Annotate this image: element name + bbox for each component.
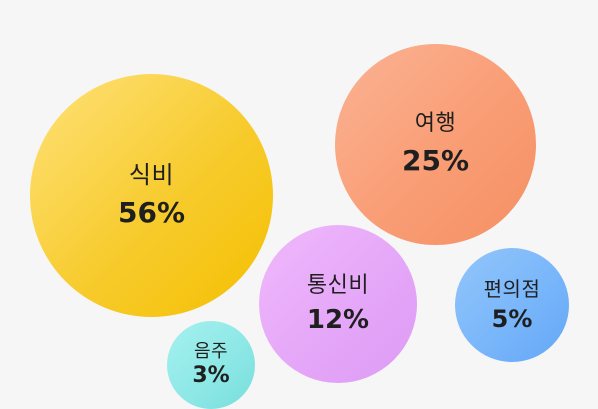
bubble-travel-label: 여행 — [414, 111, 457, 136]
bubble-convenience-percent: 5% — [491, 304, 533, 333]
bubble-drinking-percent: 3% — [192, 363, 230, 389]
bubble-food-percent: 56% — [117, 196, 186, 230]
bubble-travel: 여행 25% — [335, 44, 536, 245]
bubble-drinking-label: 음주 — [193, 340, 229, 362]
bubble-food-label: 식비 — [128, 160, 175, 189]
bubble-food: 식비 56% — [30, 74, 273, 317]
bubble-telecom-label: 통신비 — [306, 272, 370, 298]
bubble-telecom-percent: 12% — [306, 304, 370, 335]
bubble-drinking: 음주 3% — [167, 321, 255, 409]
bubble-convenience: 편의점 5% — [455, 248, 569, 362]
bubble-telecom: 통신비 12% — [259, 225, 417, 383]
bubble-travel-percent: 25% — [401, 144, 470, 178]
bubble-convenience-label: 편의점 — [483, 276, 541, 301]
